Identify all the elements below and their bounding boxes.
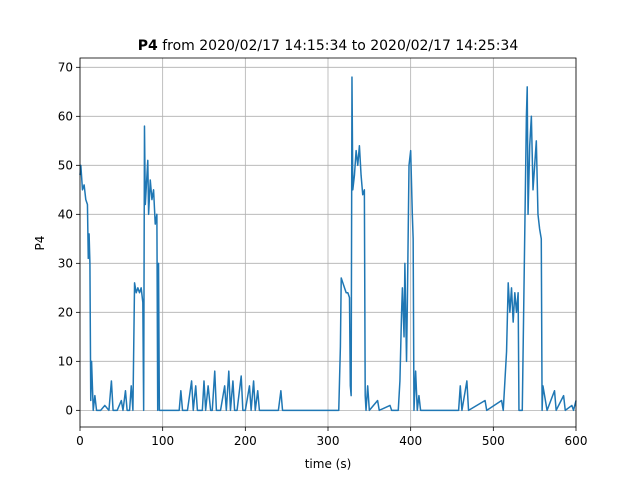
x-tick-label: 500 [482, 434, 505, 448]
y-tick-label: 40 [58, 207, 73, 221]
x-tick-label: 100 [151, 434, 174, 448]
data-line [79, 76, 577, 412]
x-tick-label: 300 [317, 434, 340, 448]
y-tick-label: 50 [58, 158, 73, 172]
title-text: from 2020/02/17 14:15:34 to 2020/02/17 1… [162, 38, 518, 54]
y-tick-label: 20 [58, 305, 73, 319]
y-tick-label: 30 [58, 256, 73, 270]
y-tick-label: 0 [65, 403, 73, 417]
y-tick-label: 10 [58, 354, 73, 368]
title-bold: P4 [138, 38, 158, 54]
x-tick-label: 400 [399, 434, 422, 448]
x-tick-label: 600 [565, 434, 588, 448]
plot-frame [79, 57, 577, 428]
y-tick-label: 70 [58, 60, 73, 74]
y-axis-label: P4 [33, 236, 47, 251]
x-tick-label: 0 [76, 434, 84, 448]
x-axis-label: time (s) [305, 457, 352, 471]
x-tick-label: 200 [234, 434, 257, 448]
chart-title: P4 from 2020/02/17 14:15:34 to 2020/02/1… [138, 38, 519, 54]
y-tick-label: 60 [58, 109, 73, 123]
